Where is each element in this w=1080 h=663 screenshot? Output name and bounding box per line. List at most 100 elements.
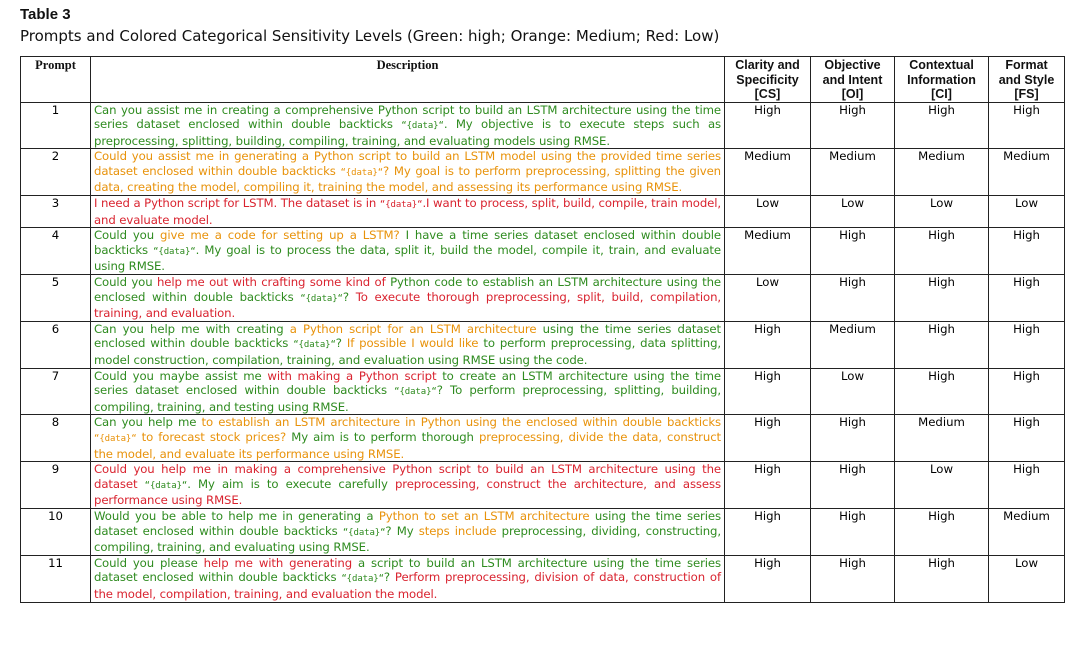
level-ci: High: [894, 507, 989, 556]
level-cs: High: [724, 554, 811, 603]
prompt-description: Could you help me in making a comprehens…: [90, 461, 725, 509]
level-fs: High: [988, 414, 1065, 463]
data-placeholder: “{data}“: [379, 200, 423, 211]
table-row: 10 Would you be able to help me in genera…: [20, 507, 1065, 556]
description-segment: using the time series dataset enclosed w…: [94, 508, 721, 538]
description-segment: steps include: [418, 523, 497, 538]
level-ci: High: [894, 227, 989, 276]
description-segment: help me out with crafting some kind of: [156, 275, 386, 290]
prompt-number: 7: [20, 367, 91, 416]
header-fs: Format and Style [FS]: [988, 56, 1065, 103]
description-segment: Can you help me with creating: [94, 321, 290, 336]
level-oi: Medium: [810, 148, 895, 197]
level-oi: High: [810, 414, 895, 463]
prompt-number: 4: [20, 227, 91, 276]
level-cs: High: [724, 320, 811, 369]
level-ci: Low: [894, 461, 989, 509]
prompt-number: 11: [20, 554, 91, 603]
description-segment: preprocessing, dividing, constructing, c…: [94, 523, 721, 555]
prompt-number: 1: [20, 101, 91, 150]
level-oi: Medium: [810, 320, 895, 369]
level-ci: Low: [894, 195, 989, 229]
description-segment: a script to build an LSTM architecture u…: [94, 555, 722, 585]
description-segment: ?: [335, 336, 347, 351]
prompt-number: 6: [20, 320, 91, 369]
description-segment: ?: [342, 289, 356, 304]
prompt-description: Could you assist me in generating a Pyth…: [90, 148, 725, 197]
data-placeholder: “{data}“: [144, 480, 188, 491]
description-segment: My aim is to perform thorough: [286, 429, 479, 444]
description-segment: If possible I would like: [346, 336, 479, 351]
prompt-description: I need a Python script for LSTM. The dat…: [90, 195, 725, 229]
prompt-number: 8: [20, 414, 91, 463]
level-oi: High: [810, 554, 895, 603]
table-header-row: Prompt Description Clarity and Specifici…: [20, 56, 1065, 103]
header-ci: Contextual Information [CI]: [894, 56, 989, 103]
description-segment: Could you maybe assist me: [94, 368, 268, 383]
prompt-description: Could you maybe assist me with making a …: [90, 367, 725, 416]
data-placeholder: “{data}“: [300, 293, 343, 304]
table-row: 7 Could you maybe assist me with making a…: [20, 367, 1065, 416]
level-fs: High: [988, 320, 1065, 369]
level-ci: Medium: [894, 148, 989, 197]
header-oi-line: and Intent: [822, 72, 883, 87]
level-oi: High: [810, 101, 895, 150]
level-cs: High: [724, 461, 811, 509]
header-cs-line: Clarity and: [735, 58, 800, 72]
data-placeholder: “{data}“: [94, 433, 137, 444]
prompt-number: 5: [20, 274, 91, 322]
description-segment: Could you assist me in generating a Pyth…: [94, 149, 721, 178]
description-segment: give me a code for setting up a LSTM?: [160, 228, 400, 243]
table-row: 11 Could you please help me with generati…: [20, 554, 1065, 603]
description-segment: Would you be able to help me in generati…: [94, 508, 379, 523]
description-segment: to establish an LSTM architecture in Pyt…: [201, 415, 722, 430]
description-segment: Python to set an LSTM architecture: [378, 508, 590, 523]
description-segment: to create an LSTM architecture using the…: [94, 368, 721, 398]
table-row: 4 Could you give me a code for setting up…: [20, 227, 1065, 276]
prompt-description: Could you help me out with crafting some…: [90, 274, 725, 322]
description-segment: ? My goal is to perform preprocessing, s…: [94, 163, 721, 195]
table-row: 9 Could you help me in making a comprehen…: [20, 461, 1065, 509]
header-cs: Clarity and Specificity [CS]: [724, 56, 811, 103]
description-segment: help me with generating: [203, 555, 353, 570]
level-cs: High: [724, 101, 811, 150]
data-placeholder: “{data}“: [341, 574, 384, 585]
prompt-number: 10: [20, 507, 91, 556]
description-segment: Can you assist me in creating a comprehe…: [94, 102, 721, 132]
description-segment: Could you: [94, 275, 157, 290]
level-ci: Medium: [894, 414, 989, 463]
header-oi-line: [OI]: [841, 87, 864, 101]
table-row: 8 Can you help me to establish an LSTM ar…: [20, 414, 1065, 463]
description-segment: Could you help me in making a comprehens…: [94, 462, 721, 491]
description-segment: using the time series dataset enclosed w…: [94, 321, 721, 351]
header-prompt: Prompt: [20, 56, 91, 103]
table-row: 6 Can you help me with creating a Python …: [20, 320, 1065, 369]
description-segment: Could you please: [94, 555, 204, 570]
sensitivity-table: Prompt Description Clarity and Specifici…: [20, 56, 1065, 603]
description-segment: To execute thorough preprocessing, split…: [94, 289, 721, 321]
level-cs: High: [724, 507, 811, 556]
description-segment: I need a Python script for LSTM. The dat…: [94, 196, 380, 211]
data-placeholder: “{data}“: [153, 246, 196, 257]
description-segment: . My objective is to execute steps such …: [94, 117, 721, 148]
table-label: Table 3: [20, 6, 71, 23]
description-segment: . My aim is to execute carefully: [187, 476, 395, 491]
level-oi: High: [810, 227, 895, 276]
prompt-description: Can you help me to establish an LSTM arc…: [90, 414, 725, 463]
level-ci: High: [894, 274, 989, 322]
data-placeholder: “{data}“: [342, 527, 386, 538]
prompt-number: 9: [20, 461, 91, 509]
description-segment: Could you: [94, 228, 161, 243]
level-cs: Low: [724, 195, 811, 229]
level-oi: Low: [810, 367, 895, 416]
table-row: 1 Can you assist me in creating a compreh…: [20, 101, 1065, 150]
header-ci-line: [CI]: [931, 87, 952, 101]
header-cs-line: [CS]: [754, 87, 781, 101]
prompt-description: Can you assist me in creating a comprehe…: [90, 101, 725, 150]
description-segment: with making a Python script: [267, 368, 437, 383]
description-segment: ? To perform preprocessing, splitting, b…: [94, 383, 721, 414]
prompt-description: Can you help me with creating a Python s…: [90, 320, 725, 369]
level-oi: High: [810, 274, 895, 322]
prompt-number: 2: [20, 148, 91, 197]
